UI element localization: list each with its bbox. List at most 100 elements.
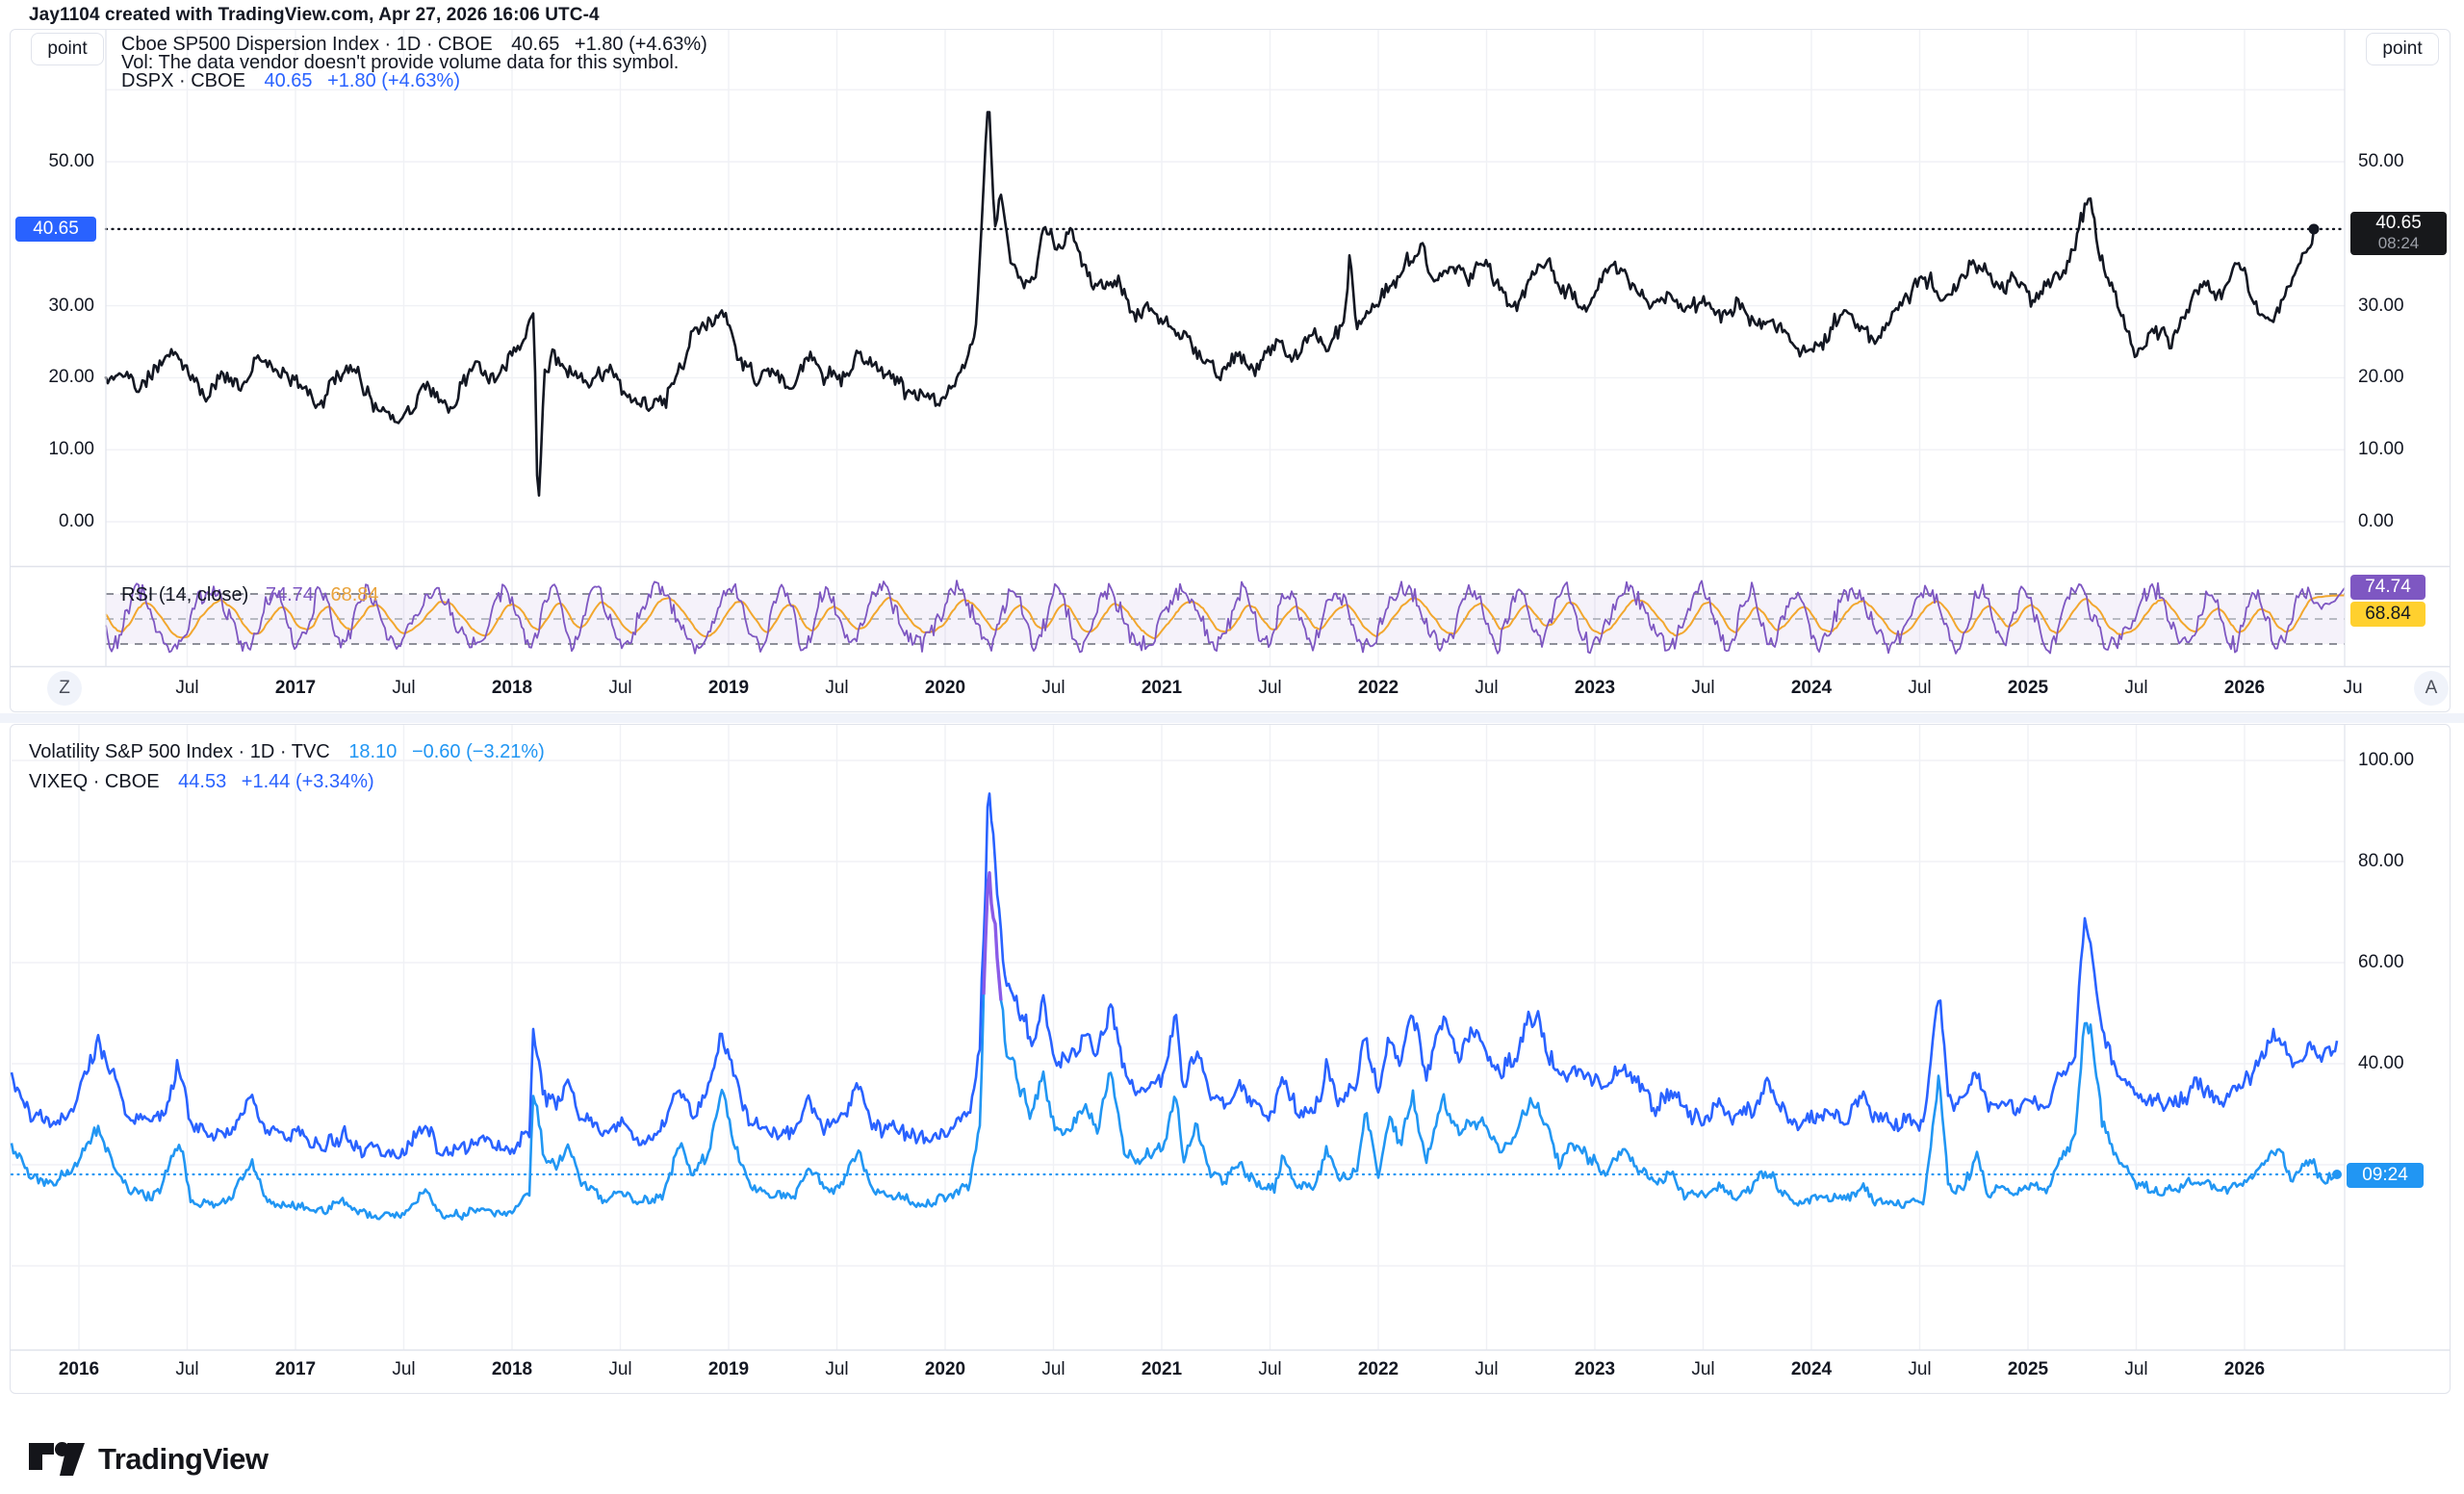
header-attribution: Jay1104 created with TradingView.com, Ap… (29, 5, 600, 25)
price-scale-right-top[interactable] (2345, 29, 2451, 666)
dspx-change: +1.80 (+4.63%) (327, 70, 460, 91)
x-axis-label: 2016 (58, 1359, 100, 1379)
top-chart-panel (10, 29, 2451, 712)
y-axis-label: 10.00 (2358, 439, 2404, 460)
legend-row-volume-note: Vol: The data vendor doesn't provide vol… (121, 52, 707, 73)
x-axis-label: 2017 (274, 678, 317, 698)
auto-scale-button[interactable]: A (2414, 671, 2449, 706)
y-axis-label: 50.00 (2358, 151, 2404, 171)
x-axis-label: 2020 (924, 1359, 966, 1379)
x-axis-label: Jul (608, 1359, 632, 1379)
legend-row-vix[interactable]: Volatility S&P 500 Index · 1D · TVC 18.1… (29, 741, 545, 762)
symbol-title: Cboe SP500 Dispersion Index · 1D · CBOE (121, 34, 493, 55)
y-axis-label: 0.00 (59, 511, 94, 531)
rsi-ma-badge: 68.84 (2350, 602, 2426, 627)
dspx-price-badge-right: 40.65 08:24 (2350, 212, 2447, 255)
x-axis-label: Jul (1475, 678, 1499, 698)
y-axis-label: 80.00 (2358, 851, 2404, 871)
x-axis-label: Jul (825, 678, 849, 698)
y-axis-label: 0.00 (2358, 511, 2394, 531)
x-axis-label: Jul (1041, 1359, 1065, 1379)
dspx-badge-price: 40.65 (2375, 213, 2422, 233)
tradingview-logo[interactable]: TradingView (27, 1438, 269, 1481)
y-axis-label: 20.00 (2358, 367, 2404, 388)
x-axis-label: Jul (1908, 678, 1932, 698)
vix-title: Volatility S&P 500 Index · 1D · TVC (29, 741, 330, 762)
y-axis-label: 50.00 (48, 151, 94, 171)
rsi-value: 74.74 (265, 584, 314, 605)
x-axis-label: 2023 (1574, 1359, 1616, 1379)
unit-button-left[interactable]: point (31, 33, 104, 65)
x-axis-label: Jul (1691, 678, 1715, 698)
legend-row-dspx-title[interactable]: Cboe SP500 Dispersion Index · 1D · CBOE … (121, 34, 707, 55)
x-axis-label: 2021 (1141, 1359, 1183, 1379)
price-scale-left[interactable] (10, 29, 106, 666)
x-axis-label: 2026 (2223, 1359, 2266, 1379)
vixeq-label: VIXEQ · CBOE (29, 771, 160, 792)
x-axis-label: Jul (2124, 1359, 2148, 1379)
y-axis-label: 40.00 (2358, 1053, 2404, 1073)
x-axis-label: Jul (608, 678, 632, 698)
x-axis-label: 2019 (707, 678, 750, 698)
unit-button-right[interactable]: point (2366, 33, 2439, 65)
x-axis-label: Jul (1475, 1359, 1499, 1379)
symbol-change: +1.80 (+4.63%) (574, 34, 707, 55)
bottom-legend: Volatility S&P 500 Index · 1D · TVC 18.1… (29, 741, 545, 792)
y-axis-label: 20.00 (48, 367, 94, 388)
rsi-legend[interactable]: RSI (14, close) 74.74 68.84 (121, 584, 379, 605)
x-axis-label: Jul (1691, 1359, 1715, 1379)
x-axis-label: Ju (2343, 678, 2363, 698)
legend-row-dspx-compare[interactable]: DSPX · CBOE 40.65 +1.80 (+4.63%) (121, 70, 707, 91)
legend-row-vixeq[interactable]: VIXEQ · CBOE 44.53 +1.44 (+3.34%) (29, 771, 545, 792)
symbol-price: 40.65 (511, 34, 560, 55)
dspx-price-badge-left: 40.65 (15, 217, 96, 242)
rsi-ma-value: 68.84 (330, 584, 379, 605)
x-axis-label: Jul (392, 678, 416, 698)
price-scale-right-bottom[interactable] (2345, 724, 2451, 1350)
vix-time-badge: 09:24 (2347, 1163, 2424, 1188)
x-axis-label: 2018 (491, 678, 533, 698)
tradingview-logo-text: TradingView (98, 1442, 269, 1476)
x-axis-label: Jul (175, 678, 199, 698)
dspx-label: DSPX · CBOE (121, 70, 245, 91)
tradingview-logo-icon (29, 1442, 85, 1476)
x-axis-label: 2018 (491, 1359, 533, 1379)
top-legend: Cboe SP500 Dispersion Index · 1D · CBOE … (121, 34, 707, 91)
x-axis-label: 2024 (1790, 678, 1833, 698)
top-chart-canvas[interactable] (10, 29, 2451, 712)
dspx-price: 40.65 (264, 70, 313, 91)
x-axis-label: Jul (175, 1359, 199, 1379)
volume-note: Vol: The data vendor doesn't provide vol… (121, 52, 680, 73)
y-axis-label: 10.00 (48, 439, 94, 460)
vixeq-price: 44.53 (178, 771, 227, 792)
panel-divider (0, 713, 2464, 723)
x-axis-label: Jul (1908, 1359, 1932, 1379)
x-axis-label: Jul (2124, 678, 2148, 698)
bottom-chart-panel (10, 724, 2451, 1394)
rsi-label: RSI (14, close) (121, 584, 249, 605)
zoom-out-button[interactable]: Z (47, 671, 82, 706)
x-axis-label: 2023 (1574, 678, 1616, 698)
x-axis-label: 2021 (1141, 678, 1183, 698)
x-axis-label: 2022 (1357, 1359, 1399, 1379)
y-axis-label: 30.00 (48, 295, 94, 316)
x-axis-label: Jul (1258, 1359, 1282, 1379)
x-axis-label: 2022 (1357, 678, 1399, 698)
bottom-chart-canvas[interactable] (10, 724, 2451, 1394)
x-axis-label: 2017 (274, 1359, 317, 1379)
x-axis-label: Jul (825, 1359, 849, 1379)
x-axis-label: 2026 (2223, 678, 2266, 698)
x-axis-label: 2019 (707, 1359, 750, 1379)
x-axis-label: 2024 (1790, 1359, 1833, 1379)
vixeq-change: +1.44 (+3.34%) (241, 771, 374, 792)
x-axis-label: Jul (1258, 678, 1282, 698)
y-axis-label: 60.00 (2358, 952, 2404, 972)
x-axis-label: 2025 (2007, 1359, 2049, 1379)
y-axis-label: 30.00 (2358, 295, 2404, 316)
y-axis-label: 100.00 (2358, 750, 2415, 770)
x-axis-label: 2020 (924, 678, 966, 698)
dspx-badge-time: 08:24 (2377, 234, 2420, 252)
rsi-value-badge: 74.74 (2350, 575, 2426, 600)
x-axis-label: Jul (392, 1359, 416, 1379)
x-axis-label: Jul (1041, 678, 1065, 698)
